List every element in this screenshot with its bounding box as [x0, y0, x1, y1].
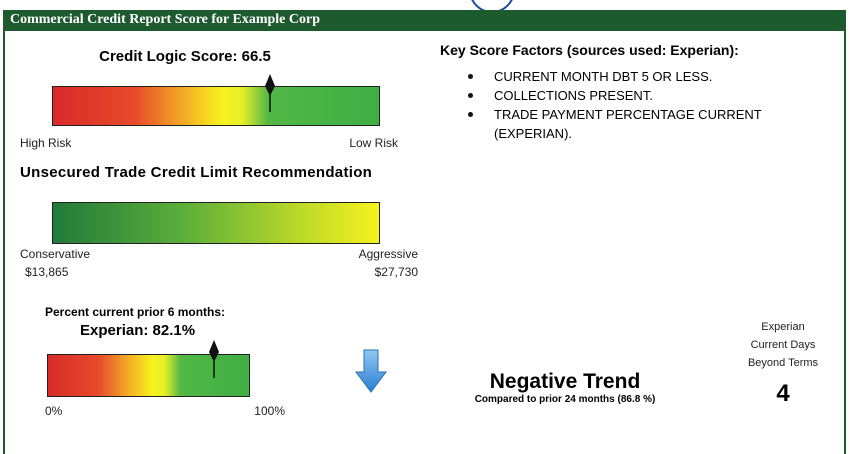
trend-title: Negative Trend	[489, 370, 641, 393]
score-marker	[265, 74, 275, 112]
percent-title: Percent current prior 6 months:	[45, 305, 226, 319]
header-title: Commercial Credit Report Score for Examp…	[10, 12, 321, 27]
frame	[3, 10, 846, 454]
factors-list: CURRENT MONTH DBT 5 OR LESS. COLLECTIONS…	[466, 67, 826, 143]
score-low-label: High Risk	[20, 136, 72, 150]
score-gauge	[52, 86, 380, 126]
limit-title: Unsecured Trade Credit Limit Recommendat…	[20, 164, 373, 181]
score-title: Credit Logic Score: 66.5	[99, 48, 271, 65]
limit-high-value: $27,730	[374, 265, 418, 279]
factors-title: Key Score Factors (sources used: Experia…	[440, 42, 739, 58]
dbt-value: 4	[776, 380, 790, 407]
limit-high-label: Aggressive	[358, 247, 418, 261]
percent-max-label: 100%	[254, 404, 285, 418]
percent-marker	[209, 340, 219, 378]
percent-value: Experian: 82.1%	[80, 322, 196, 339]
limit-low-value: $13,865	[25, 265, 69, 279]
dbt-label-2: Current Days	[750, 339, 816, 351]
dbt-label-3: Beyond Terms	[747, 357, 819, 369]
trend-arrow	[355, 349, 387, 393]
factor-item: TRADE PAYMENT PERCENTAGE CURRENT (EXPERI…	[466, 105, 834, 143]
trend-subtitle: Compared to prior 24 months (86.8 %)	[474, 394, 656, 405]
percent-min-label: 0%	[45, 404, 63, 418]
limit-gauge	[52, 202, 380, 244]
header-bar	[3, 10, 846, 31]
limit-low-label: Conservative	[20, 247, 91, 261]
factor-item: CURRENT MONTH DBT 5 OR LESS.	[466, 67, 826, 86]
dbt-label-1: Experian	[761, 321, 805, 333]
percent-gauge	[47, 354, 250, 397]
score-high-label: Low Risk	[349, 136, 398, 150]
factor-item: COLLECTIONS PRESENT.	[466, 86, 826, 105]
